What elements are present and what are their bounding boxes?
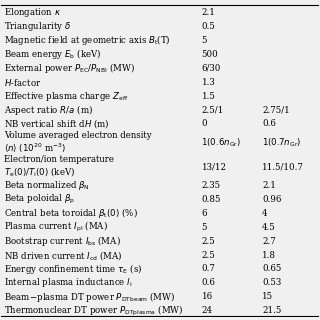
Text: 1.5: 1.5 — [201, 92, 215, 100]
Text: $H$-factor: $H$-factor — [4, 76, 41, 88]
Text: Thermonuclear DT power $P_{\rm DTplasma}$ (MW): Thermonuclear DT power $P_{\rm DTplasma}… — [4, 304, 183, 318]
Text: 1.3: 1.3 — [201, 77, 215, 87]
Text: 2.5: 2.5 — [201, 251, 215, 260]
Text: Energy confinement time $\tau_{\rm E}$ (s): Energy confinement time $\tau_{\rm E}$ (… — [4, 262, 142, 276]
Text: $1(0.7n_{\rm Gr})$: $1(0.7n_{\rm Gr})$ — [262, 137, 301, 149]
Text: 0.85: 0.85 — [201, 195, 221, 204]
Text: 2.1: 2.1 — [262, 181, 276, 190]
Text: Beta poloidal $\beta_{\rm p}$: Beta poloidal $\beta_{\rm p}$ — [4, 193, 75, 206]
Text: 0.96: 0.96 — [262, 195, 281, 204]
Text: 2.5/1: 2.5/1 — [201, 106, 224, 115]
Text: External power $P_{\rm EC}/P_{\rm NBI}$ (MW): External power $P_{\rm EC}/P_{\rm NBI}$ … — [4, 61, 135, 75]
Text: 5: 5 — [201, 223, 207, 232]
Text: 5: 5 — [201, 36, 207, 45]
Text: NB vertical shift d$H$ (m): NB vertical shift d$H$ (m) — [4, 117, 109, 130]
Text: Elongation $\kappa$: Elongation $\kappa$ — [4, 6, 61, 19]
Text: 2.5: 2.5 — [201, 236, 215, 245]
Text: 0.53: 0.53 — [262, 278, 281, 287]
Text: 0.65: 0.65 — [262, 264, 281, 274]
Text: Volume averaged electron density
$\langle n \rangle$ $(10^{20}$ m$^{-3})$: Volume averaged electron density $\langl… — [4, 131, 151, 155]
Text: 15: 15 — [262, 292, 273, 301]
Text: NB driven current $I_{\rm cd}$ (MA): NB driven current $I_{\rm cd}$ (MA) — [4, 249, 123, 261]
Text: Beta normalized $\beta_{\rm N}$: Beta normalized $\beta_{\rm N}$ — [4, 179, 90, 192]
Text: 1.8: 1.8 — [262, 251, 276, 260]
Text: 4: 4 — [262, 209, 268, 218]
Text: 2.35: 2.35 — [201, 181, 220, 190]
Text: Electron/ion temperature
$T_{\rm e}(0)/T_{\rm i}(0)$ (keV): Electron/ion temperature $T_{\rm e}(0)/T… — [4, 155, 114, 179]
Text: 24: 24 — [201, 306, 212, 315]
Text: 0.6: 0.6 — [262, 119, 276, 128]
Text: Aspect ratio $R/a$ (m): Aspect ratio $R/a$ (m) — [4, 103, 93, 117]
Text: 4.5: 4.5 — [262, 223, 276, 232]
Text: 6/30: 6/30 — [201, 64, 221, 73]
Text: 6: 6 — [201, 209, 207, 218]
Text: Central beta toroidal $\beta_{\rm t}(0)$ (%): Central beta toroidal $\beta_{\rm t}(0)$… — [4, 206, 138, 220]
Text: 500: 500 — [201, 50, 218, 59]
Text: Triangularity $\delta$: Triangularity $\delta$ — [4, 20, 71, 33]
Text: 0.6: 0.6 — [201, 278, 215, 287]
Text: 11.5/10.7: 11.5/10.7 — [262, 162, 304, 171]
Text: 2.7: 2.7 — [262, 236, 276, 245]
Text: Plasma current $I_{\rm pl}$ (MA): Plasma current $I_{\rm pl}$ (MA) — [4, 220, 108, 234]
Text: 0: 0 — [201, 119, 207, 128]
Text: 13/12: 13/12 — [201, 162, 227, 171]
Text: Beam$\!-\!$plasma DT power $P_{\rm DTbeam}$ (MW): Beam$\!-\!$plasma DT power $P_{\rm DTbea… — [4, 290, 175, 304]
Text: Magnetic field at geometric axis $B_{\rm t}$(T): Magnetic field at geometric axis $B_{\rm… — [4, 33, 171, 47]
Text: Effective plasma charge $Z_{\rm eff}$: Effective plasma charge $Z_{\rm eff}$ — [4, 90, 128, 102]
Text: $1(0.6n_{\rm Gr})$: $1(0.6n_{\rm Gr})$ — [201, 137, 241, 149]
Text: 16: 16 — [201, 292, 212, 301]
Text: Beam energy $E_{\rm b}$ (keV): Beam energy $E_{\rm b}$ (keV) — [4, 47, 101, 61]
Text: 0.7: 0.7 — [201, 264, 215, 274]
Text: 2.75/1: 2.75/1 — [262, 106, 290, 115]
Text: 2.1: 2.1 — [201, 8, 215, 17]
Text: Internal plasma inductance $l_{\rm i}$: Internal plasma inductance $l_{\rm i}$ — [4, 276, 132, 289]
Text: 0.5: 0.5 — [201, 22, 215, 31]
Text: 21.5: 21.5 — [262, 306, 281, 315]
Text: Bootstrap current $I_{\rm bs}$ (MA): Bootstrap current $I_{\rm bs}$ (MA) — [4, 234, 121, 248]
